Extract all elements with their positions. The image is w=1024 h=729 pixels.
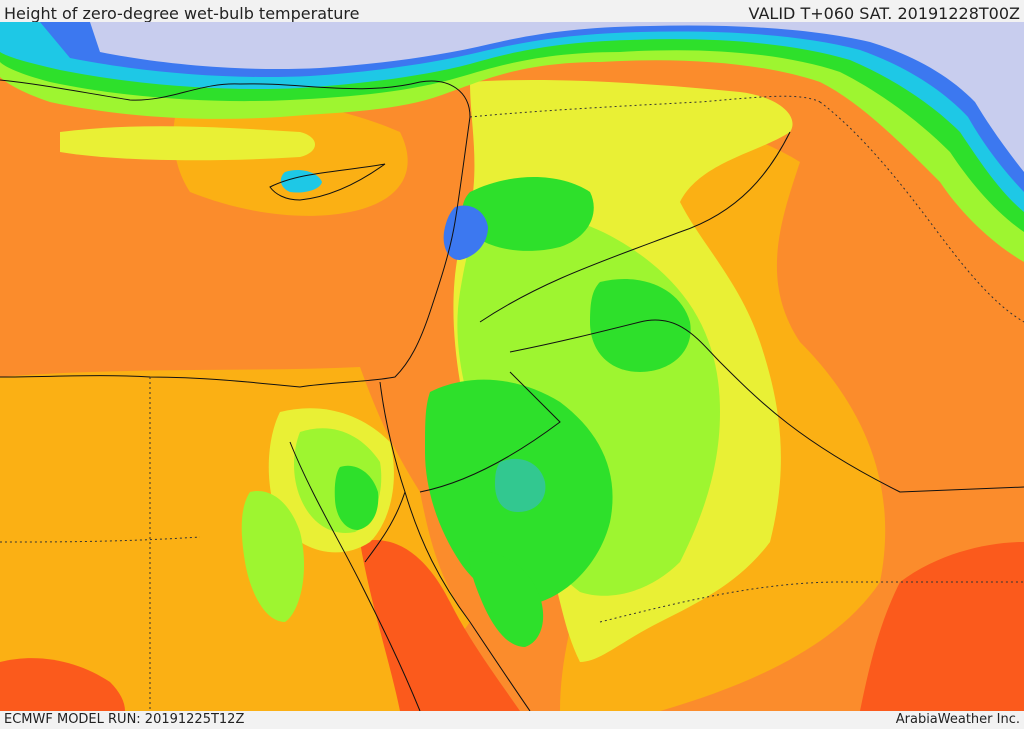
valid-time: VALID T+060 SAT. 20191228T00Z (748, 4, 1020, 23)
map-area (0, 22, 1024, 711)
zone-green-red-sea-coast (469, 551, 544, 647)
zone-green-sinai (334, 465, 379, 530)
border-dotted-turkey-syria (469, 95, 821, 118)
coastline-gulf-of-suez (364, 381, 406, 563)
zone-yellow-med-strip (60, 126, 315, 161)
zone-deep-orange-south-east (860, 542, 1024, 711)
border-dotted-saudi (599, 581, 1024, 623)
zone-lavender-north (90, 22, 1024, 172)
model-run-label: ECMWF MODEL RUN: 20191225T12Z (4, 712, 245, 727)
header-bar: Height of zero-degree wet-bulb temperatu… (0, 0, 1024, 23)
credit-label: ArabiaWeather Inc. (895, 712, 1020, 727)
coastline-north-med (0, 79, 471, 118)
zone-light-green-west-saudi (241, 491, 305, 622)
coastline-red-sea-east (404, 491, 531, 711)
map-title: Height of zero-degree wet-bulb temperatu… (4, 4, 360, 23)
border-dotted-sudan (0, 536, 201, 543)
coastline-levant (0, 116, 471, 388)
zone-cyan-cyprus (280, 170, 322, 193)
zone-blue-lebanon (443, 205, 488, 260)
zone-green-syria (462, 177, 594, 251)
internal-borders (0, 95, 1024, 711)
border-jordan-iraq (509, 319, 1024, 493)
border-syria-iraq (479, 131, 791, 323)
footer-bar: ECMWF MODEL RUN: 20191225T12Z ArabiaWeat… (0, 711, 1024, 729)
zone-green-iraq (590, 278, 691, 372)
coastline-cyprus (269, 163, 386, 201)
coastline-red-sea-west (289, 441, 421, 711)
coastlines (0, 79, 1024, 711)
zone-teal-jordan (495, 458, 546, 512)
border-dotted-iran-iraq (819, 101, 1024, 323)
zone-deep-orange-south-west (0, 658, 125, 711)
border-saudi-jordan (419, 371, 561, 493)
zone-deep-orange-red-sea (360, 540, 520, 711)
